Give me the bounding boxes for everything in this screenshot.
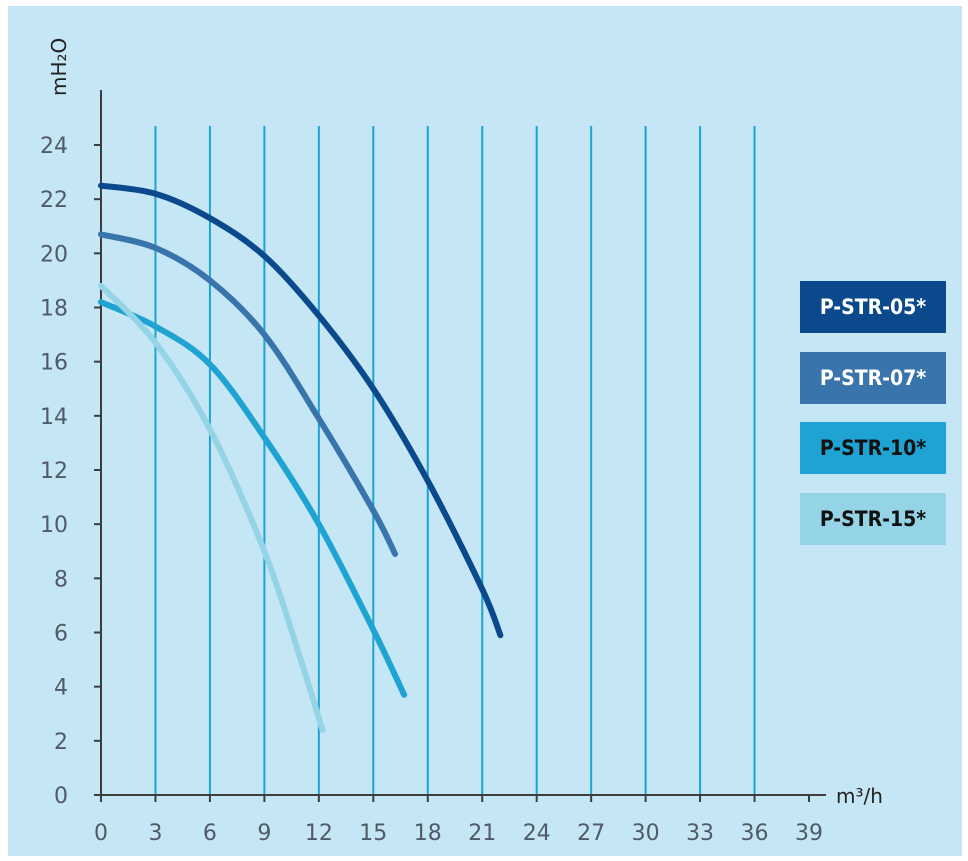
x-tick-label-0: 0: [94, 821, 108, 846]
legend-item-p-str-15: P-STR-15*: [800, 493, 946, 545]
y-tick-label-4: 4: [54, 676, 68, 701]
y-tick-label-20: 20: [40, 242, 68, 267]
x-tick-label-36: 36: [741, 821, 769, 846]
x-tick-label-21: 21: [468, 821, 496, 846]
legend-item-p-str-05: P-STR-05*: [800, 281, 946, 333]
x-tick-label-18: 18: [414, 821, 442, 846]
y-tick-label-2: 2: [54, 730, 68, 755]
x-tick-label-24: 24: [523, 821, 551, 846]
x-tick-label-3: 3: [148, 821, 162, 846]
curve-p-str-15: [98, 282, 326, 733]
y-tick-label-14: 14: [40, 405, 68, 430]
y-tick-label-8: 8: [54, 567, 68, 592]
y-axis-label: mH₂O: [47, 38, 71, 96]
y-tick-label-18: 18: [40, 297, 68, 322]
y-tick-label-16: 16: [40, 351, 68, 376]
legend-item-p-str-07: P-STR-07*: [800, 352, 946, 404]
x-tick-label-12: 12: [305, 821, 333, 846]
curve-p-str-07: [98, 231, 399, 557]
axes: [94, 90, 826, 802]
x-tick-label-30: 30: [632, 821, 660, 846]
grid-lines: [154, 126, 756, 795]
y-tick-label-24: 24: [40, 134, 68, 159]
curve-p-str-10: [98, 299, 408, 698]
x-tick-label-27: 27: [577, 821, 605, 846]
y-tick-label-0: 0: [54, 784, 68, 809]
pump-curves: [98, 182, 504, 733]
y-tick-label-12: 12: [40, 459, 68, 484]
y-tick-label-10: 10: [40, 513, 68, 538]
x-axis-label: m³/h: [836, 784, 883, 808]
curve-p-str-05: [98, 182, 504, 639]
x-tick-label-9: 9: [257, 821, 271, 846]
y-tick-label-22: 22: [40, 188, 68, 213]
y-tick-label-6: 6: [54, 622, 68, 647]
legend-item-p-str-10: P-STR-10*: [800, 422, 946, 474]
x-tick-label-39: 39: [795, 821, 823, 846]
x-tick-label-6: 6: [203, 821, 217, 846]
x-tick-label-33: 33: [686, 821, 714, 846]
x-tick-labels: 0 3 6 9 12 15 18 21 24 27 30 33 36 39: [94, 821, 823, 846]
x-tick-label-15: 15: [359, 821, 387, 846]
